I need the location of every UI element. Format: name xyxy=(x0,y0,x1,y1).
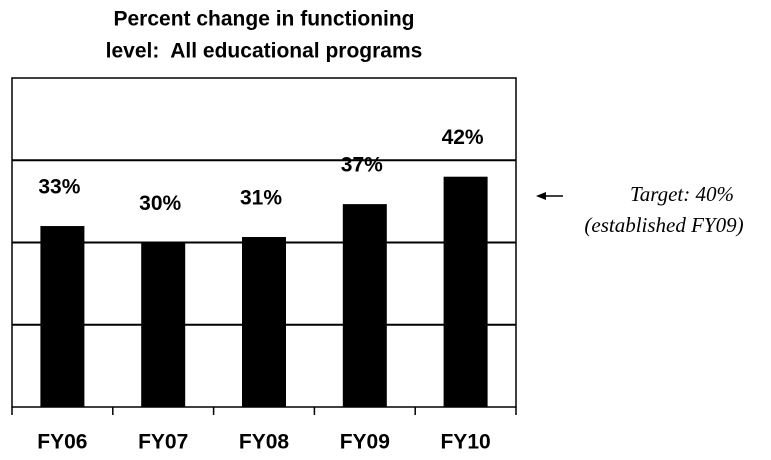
data-label: 33% xyxy=(38,176,80,199)
bar xyxy=(141,242,186,407)
data-label: 37% xyxy=(341,154,383,177)
chart-title: level: All educational programs xyxy=(106,40,423,63)
x-tick-label: FY07 xyxy=(138,431,188,454)
x-tick-label: FY08 xyxy=(239,431,290,454)
x-tick-label: FY10 xyxy=(440,431,490,454)
data-label: 30% xyxy=(139,192,181,215)
arrow-head xyxy=(536,192,546,200)
bar xyxy=(342,204,387,407)
bar xyxy=(242,237,286,407)
annotation: (established FY09) xyxy=(584,213,743,237)
x-tick-label: FY09 xyxy=(340,431,390,454)
bar xyxy=(443,176,488,407)
bar xyxy=(40,226,85,407)
chart-title: Percent change in functioning xyxy=(113,8,414,31)
data-label: 42% xyxy=(442,126,484,149)
x-tick-label: FY06 xyxy=(37,431,87,454)
annotation: Target: 40% xyxy=(630,182,734,206)
data-label: 31% xyxy=(240,187,282,210)
